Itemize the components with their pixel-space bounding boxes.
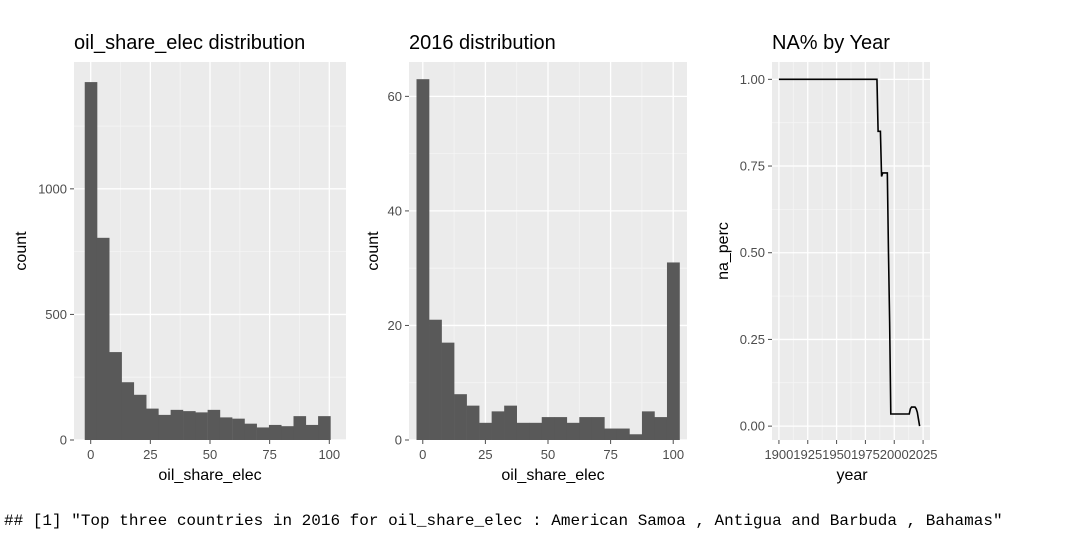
histogram-bar	[232, 418, 245, 440]
y-ticks: 0 500 1000	[38, 181, 74, 448]
x-tick-label: 100	[662, 447, 684, 462]
x-tick-label: 50	[541, 447, 555, 462]
histogram-bar	[133, 394, 147, 440]
histogram-bar	[281, 426, 294, 440]
histogram-bar	[641, 411, 655, 440]
console-output: ## [1] "Top three countries in 2016 for …	[4, 512, 1003, 530]
histogram-bar	[121, 382, 135, 440]
x-tick-label: 50	[203, 447, 217, 462]
histogram-bar	[158, 414, 172, 440]
y-tick-label: 40	[388, 203, 402, 218]
histogram-bar	[318, 416, 331, 440]
x-tick-label: 1925	[793, 447, 822, 462]
y-tick-label: 0.00	[740, 419, 765, 434]
histogram-bar	[109, 352, 122, 440]
histogram-bar	[554, 417, 568, 440]
chart-title: oil_share_elec distribution	[74, 32, 305, 54]
histogram-bar	[219, 417, 233, 440]
histogram-bar	[441, 342, 455, 440]
histogram-bar	[479, 422, 492, 440]
histogram-bar	[629, 434, 643, 440]
x-tick-label: 25	[143, 447, 157, 462]
x-tick-label: 75	[603, 447, 617, 462]
histogram-bar	[579, 417, 593, 440]
y-tick-label: 0.50	[740, 245, 765, 260]
series-line	[778, 78, 921, 427]
histogram-bar	[170, 409, 184, 440]
x-tick-label: 0	[87, 447, 94, 462]
histogram-bar	[256, 427, 270, 440]
bars	[416, 79, 680, 440]
y-axis-label: count	[13, 231, 30, 271]
bars	[84, 82, 331, 441]
y-tick-label: 1.00	[740, 72, 765, 87]
chart-title: 2016 distribution	[409, 32, 556, 54]
histogram-bar	[504, 405, 517, 440]
x-tick-label: 25	[478, 447, 492, 462]
y-ticks: 0 20 40 60	[388, 89, 409, 448]
histogram-bar	[541, 417, 555, 440]
histogram-bar	[96, 237, 110, 440]
histogram-bar	[429, 319, 442, 440]
histogram-bar	[666, 262, 680, 440]
histogram-bar	[466, 405, 480, 440]
histogram-bar	[305, 424, 319, 440]
y-axis-label: count	[365, 231, 382, 271]
x-ticks: 0 25 50 75 100	[87, 440, 340, 462]
y-axis-label: na_perc	[715, 222, 732, 280]
x-tick-label: 2025	[909, 447, 938, 462]
x-tick-label: 1900	[764, 447, 793, 462]
y-tick-label: 0	[60, 433, 67, 448]
y-tick-label: 0	[395, 433, 402, 448]
histogram-bar	[454, 394, 467, 440]
histogram-bar	[244, 423, 257, 440]
histogram-bar	[195, 412, 208, 440]
histogram-2016: 2016 distribution 0 25 50 75 100 0 20 40 60 oil…	[365, 32, 687, 484]
x-tick-label: 0	[419, 447, 426, 462]
y-tick-label: 60	[388, 89, 402, 104]
x-ticks: 0 25 50 75 100	[419, 440, 684, 462]
x-tick-label: 1950	[822, 447, 851, 462]
histogram-bar	[84, 82, 98, 441]
x-axis-label: oil_share_elec	[158, 467, 261, 484]
y-ticks: 0.00 0.25 0.50 0.75 1.00	[740, 72, 772, 434]
chart-title: NA% by Year	[772, 32, 890, 54]
x-tick-label: 100	[318, 447, 340, 462]
histogram-bar	[516, 422, 530, 440]
y-tick-label: 1000	[38, 181, 67, 196]
y-tick-label: 0.25	[740, 332, 765, 347]
y-tick-label: 500	[45, 307, 67, 322]
histogram-bar	[616, 428, 630, 440]
histogram-bar	[146, 408, 159, 440]
histogram-all-years: oil_share_elec distribution 0 25 50 75 100 0…	[13, 32, 346, 484]
histogram-bar	[529, 422, 543, 440]
y-tick-label: 20	[388, 318, 402, 333]
x-tick-label: 75	[262, 447, 276, 462]
histogram-bar	[207, 409, 221, 440]
histogram-bar	[604, 428, 618, 440]
histogram-bar	[268, 424, 282, 440]
histogram-bar	[654, 417, 668, 440]
histogram-bar	[416, 79, 430, 440]
histogram-bar	[293, 416, 307, 440]
x-axis-label: oil_share_elec	[501, 467, 604, 484]
histogram-bar	[591, 417, 605, 440]
y-tick-label: 0.75	[740, 159, 765, 174]
na-percent-line	[778, 78, 921, 427]
x-tick-label: 2000	[880, 447, 909, 462]
x-tick-label: 1975	[851, 447, 880, 462]
histogram-bar	[566, 422, 580, 440]
na-percent-line-chart: NA% by Year 1900 1925 1950 1975 2000 2025 0.0…	[715, 32, 938, 484]
x-axis-label: year	[836, 467, 868, 484]
histogram-bar	[491, 411, 505, 440]
histogram-bar	[183, 411, 196, 440]
x-ticks: 1900 1925 1950 1975 2000 2025	[764, 440, 938, 462]
